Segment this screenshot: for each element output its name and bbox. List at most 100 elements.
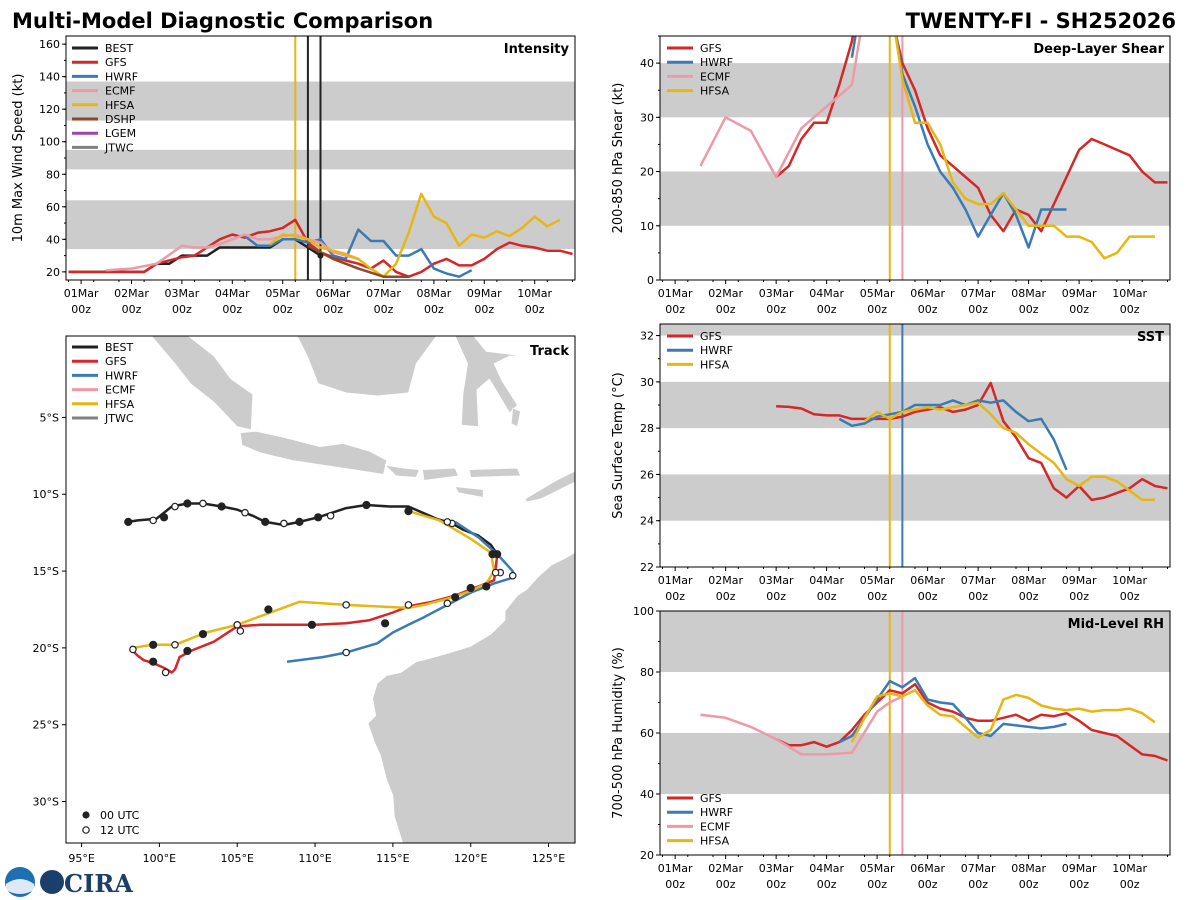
- track-frame: [65, 335, 576, 844]
- sst-frame: [659, 323, 1171, 568]
- rh-xtick-sub-4: 00z: [867, 878, 887, 891]
- sst-panel: 22 24 26 28 30 32 01Mar 00z 02Mar 00z 03Mar 00z 04Ma…: [611, 323, 1171, 603]
- sst-series-hfsa: [863, 401, 1155, 502]
- intensity-legend-label-dshp: DSHP: [105, 113, 136, 126]
- sst-xtick-sub-0: 00z: [665, 590, 685, 603]
- track-point-12utc: [404, 601, 413, 609]
- land-bali-lombok: [384, 464, 420, 478]
- shear-xtick-sub-4: 00z: [867, 303, 887, 316]
- track-point-12utc: [326, 511, 335, 520]
- sst-xtick-sub-9: 00z: [1120, 590, 1140, 603]
- sst-ytick-label-26: 26: [640, 468, 654, 481]
- shear-legend-label-hwrf: HWRF: [700, 56, 733, 69]
- track-point-00utc: [183, 646, 192, 656]
- rh-title: Mid-Level RH: [1068, 617, 1164, 632]
- shear-series-gfs: [775, 36, 1168, 233]
- rh-legend-label-hwrf: HWRF: [700, 806, 733, 819]
- rh-legend-label-hfsa: HFSA: [700, 835, 730, 848]
- shear-title: Deep-Layer Shear: [1033, 42, 1164, 57]
- intensity-series-hfsa: [269, 192, 561, 278]
- shear-xtick-sub-1: 00z: [716, 303, 736, 316]
- shear-ylabel: 200-850 hPa Shear (kt): [611, 83, 626, 234]
- rh-xtick-sub-9: 00z: [1120, 878, 1140, 891]
- sst-legend-label-hfsa: HFSA: [700, 358, 730, 371]
- intensity-legend-label-hwrf: HWRF: [105, 70, 138, 83]
- track-point-00utc: [183, 499, 192, 508]
- legend-00utc-marker: [82, 811, 90, 819]
- rh-xtick-label-1: 02Mar: [708, 862, 743, 875]
- legend-12utc-marker: [82, 826, 90, 834]
- track-ytick-label--30: 30°S: [33, 796, 59, 809]
- intensity-xtick-label-7: 08Mar: [417, 287, 452, 300]
- track-ytick-label--20: 20°S: [33, 642, 59, 655]
- globe-icon: [40, 870, 64, 894]
- shear-xtick-label-1: 02Mar: [708, 287, 743, 300]
- track-point-12utc: [236, 627, 245, 635]
- track-ytick-label--25: 25°S: [33, 719, 59, 732]
- track-xtick-label-110: 110°E: [298, 852, 331, 865]
- sst-xtick-label-6: 07Mar: [961, 574, 996, 587]
- track-point-12utc: [161, 668, 170, 677]
- sst-xtick-label-7: 08Mar: [1011, 574, 1046, 587]
- sst-xtick-label-8: 09Mar: [1062, 574, 1097, 587]
- intensity-xtick-sub-3: 00z: [222, 303, 242, 316]
- track-series-hfsa: [132, 509, 496, 650]
- track-point-12utc: [241, 508, 249, 517]
- intensity-xtick-label-4: 05Mar: [265, 287, 300, 300]
- sst-xtick-label-1: 02Mar: [708, 574, 743, 587]
- track-point-00utc: [149, 640, 158, 649]
- land-buton: [510, 407, 521, 428]
- intensity-best-point: [317, 252, 324, 259]
- land-sumbawa: [422, 467, 459, 481]
- track-point-00utc: [482, 582, 491, 591]
- land-sumatra-tip: [151, 336, 254, 431]
- intensity-legend-label-hfsa: HFSA: [105, 99, 135, 112]
- track-xtick-label-95: 95°E: [68, 852, 94, 865]
- land-australia: [367, 552, 575, 843]
- rh-band-0: [660, 733, 1170, 794]
- track-series-best: [128, 502, 499, 555]
- intensity-plot-area: [66, 36, 575, 280]
- track-xtick-label-120: 120°E: [454, 852, 487, 865]
- rh-xtick-label-5: 06Mar: [910, 862, 945, 875]
- track-point-00utc: [307, 620, 317, 629]
- land-java: [239, 430, 388, 475]
- logo: CIRA: [5, 867, 133, 898]
- track-point-00utc: [264, 605, 273, 614]
- shear-xtick-label-4: 05Mar: [860, 287, 895, 300]
- shear-series-hwrf: [850, 36, 1067, 249]
- rh-xtick-label-7: 08Mar: [1011, 862, 1046, 875]
- track-point-00utc: [380, 619, 390, 628]
- rh-xtick-label-4: 05Mar: [860, 862, 895, 875]
- legend-00utc-label: 00 UTC: [100, 809, 140, 822]
- track-xtick-label-115: 115°E: [376, 852, 409, 865]
- shear-series-ecmf: [699, 36, 862, 179]
- shear-xtick-label-8: 09Mar: [1062, 287, 1097, 300]
- legend-12utc-label: 12 UTC: [100, 824, 140, 837]
- track-xtick-label-105: 105°E: [220, 852, 253, 865]
- intensity-series-ecmf: [106, 233, 359, 272]
- track-point-12utc: [233, 621, 242, 629]
- intensity-ylabel: 10m Max Wind Speed (kt): [11, 74, 26, 243]
- rh-xtick-sub-7: 00z: [1019, 878, 1039, 891]
- track-ytick-label--5: 5°S: [40, 411, 59, 424]
- rh-xtick-label-2: 03Mar: [759, 862, 794, 875]
- rh-xtick-sub-5: 00z: [918, 878, 938, 891]
- figure-title: Multi-Model Diagnostic Comparison: [12, 9, 433, 33]
- shear-xtick-label-3: 04Mar: [809, 287, 844, 300]
- intensity-xtick-label-9: 10Mar: [517, 287, 552, 300]
- intensity-ytick-label-100: 100: [39, 136, 60, 149]
- intensity-legend-label-best: BEST: [105, 42, 133, 55]
- shear-xtick-sub-6: 00z: [968, 303, 988, 316]
- track-point-00utc: [198, 629, 208, 639]
- sst-ytick-label-22: 22: [640, 561, 654, 574]
- shear-xtick-label-7: 08Mar: [1011, 287, 1046, 300]
- sst-xtick-sub-3: 00z: [817, 590, 837, 603]
- sst-xtick-sub-1: 00z: [716, 590, 736, 603]
- track-point-12utc: [342, 648, 350, 657]
- intensity-ytick-label-40: 40: [46, 233, 60, 246]
- intensity-xtick-label-0: 01Mar: [64, 287, 99, 300]
- land-borneo: [296, 336, 437, 397]
- track-legend-label-jtwc: JTWC: [104, 412, 134, 425]
- sst-plot-area: [660, 324, 1170, 567]
